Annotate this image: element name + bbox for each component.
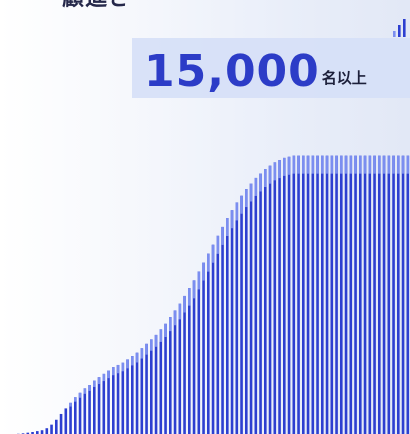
bar [121, 362, 125, 434]
bar [349, 155, 353, 434]
bar [344, 155, 348, 434]
bar [140, 348, 144, 434]
bar [287, 156, 291, 434]
bar [378, 155, 381, 434]
bar [211, 244, 215, 434]
bar [387, 155, 391, 434]
mini-bar [403, 19, 406, 37]
bar [340, 155, 343, 434]
bar [406, 155, 410, 434]
bar [135, 352, 139, 434]
bar [264, 169, 267, 434]
bar [330, 155, 334, 434]
bar [321, 155, 324, 434]
bar [102, 373, 106, 434]
bar [40, 430, 44, 434]
bar [335, 155, 338, 434]
bar [169, 317, 172, 434]
bar [64, 408, 68, 434]
bar [88, 385, 91, 434]
bar [59, 413, 63, 434]
bar [240, 195, 243, 434]
bar [31, 431, 34, 434]
bar [268, 165, 272, 434]
bar-series [17, 155, 410, 434]
bar [26, 432, 30, 434]
bar [145, 343, 148, 434]
bar [373, 155, 376, 434]
mini-bar [393, 31, 396, 37]
bar [50, 424, 53, 434]
top-mini-bars [393, 19, 406, 37]
bar [397, 155, 400, 434]
bar [254, 177, 258, 434]
bar [359, 155, 362, 434]
chart-heading-cropped: 顧進さ [62, 0, 131, 12]
bar [107, 370, 110, 434]
bar [392, 155, 395, 434]
bar [316, 155, 319, 434]
bar [278, 160, 281, 434]
bar [131, 356, 134, 434]
bar [306, 155, 310, 434]
bar [216, 235, 220, 434]
value-callout: 15,000 名以上 [132, 38, 410, 98]
bar [192, 280, 196, 434]
bar [382, 155, 386, 434]
bar [178, 303, 182, 434]
bar [221, 226, 224, 434]
bar [112, 367, 115, 434]
bar [93, 380, 96, 434]
bar [45, 428, 49, 434]
bar [245, 189, 248, 434]
bar [368, 155, 372, 434]
bar [197, 271, 201, 434]
bar [126, 359, 129, 434]
bar [249, 183, 253, 434]
bar [325, 155, 329, 434]
callout-unit: 名以上 [321, 69, 367, 87]
bar [164, 323, 167, 434]
bar [188, 288, 191, 434]
bar [354, 155, 357, 434]
bar [311, 155, 315, 434]
bar [292, 155, 296, 434]
callout-number: 15,000 [144, 46, 320, 97]
bar [259, 173, 262, 434]
bar [78, 392, 82, 434]
bar [150, 339, 153, 434]
bar [159, 329, 163, 434]
bar [116, 364, 120, 434]
bar [230, 210, 234, 434]
bar [183, 295, 186, 434]
mini-bar [398, 25, 401, 37]
bar [74, 397, 77, 434]
bar [69, 402, 72, 434]
bar [297, 155, 300, 434]
bar [283, 157, 286, 434]
bar [363, 155, 367, 434]
bar [55, 419, 58, 434]
bar [302, 155, 305, 434]
bar [202, 262, 205, 434]
bar [173, 310, 177, 434]
bar [207, 253, 210, 434]
bar [97, 377, 101, 434]
bar [36, 431, 39, 434]
bar [401, 155, 405, 434]
bar [235, 202, 239, 434]
bar [273, 162, 277, 434]
bar [154, 334, 158, 434]
bar [83, 388, 87, 434]
bar [226, 218, 229, 434]
